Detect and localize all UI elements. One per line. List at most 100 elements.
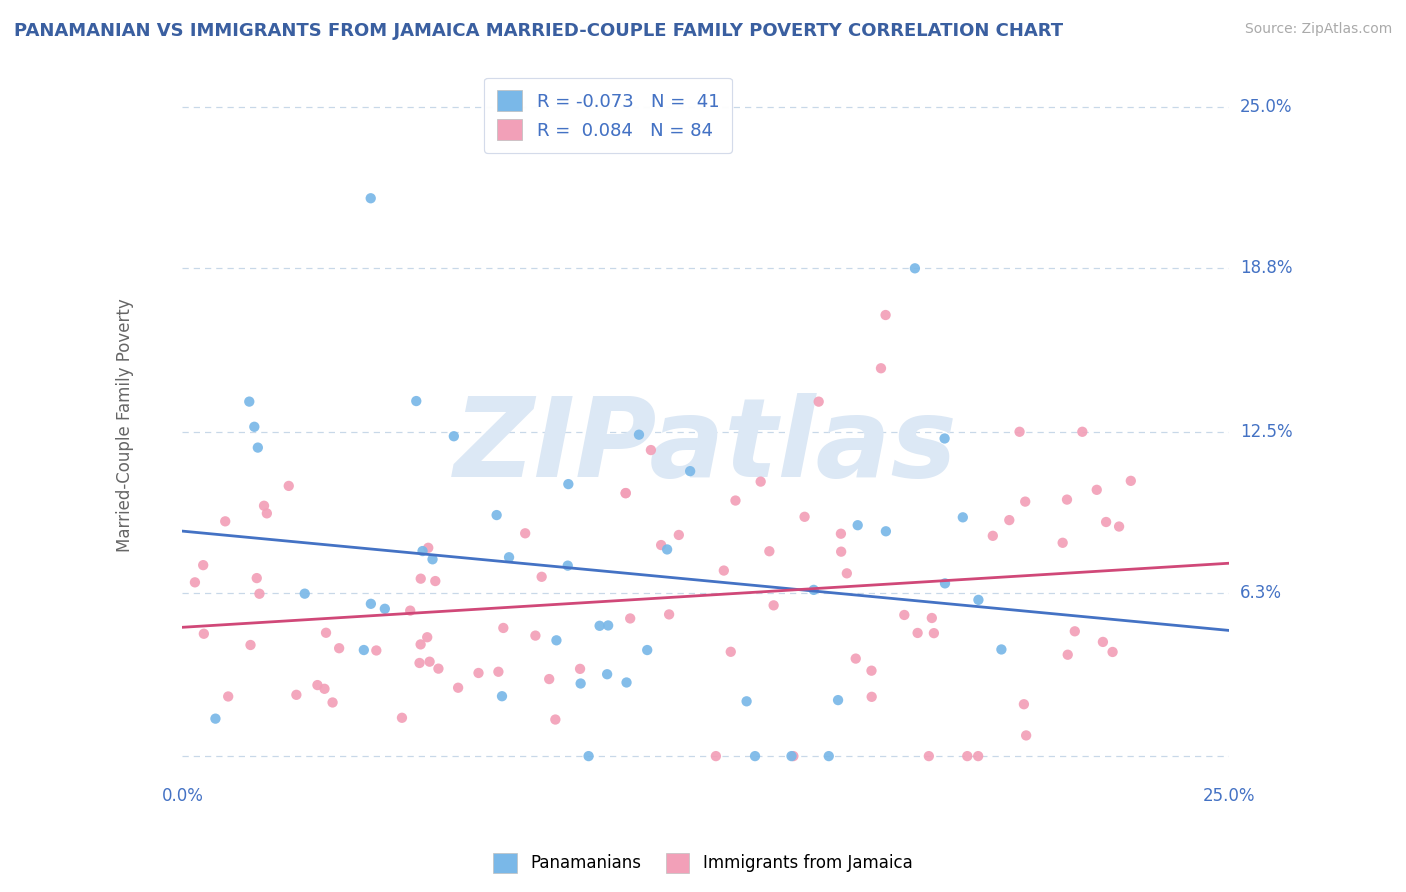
Point [704,749,727,764]
Point [918,749,941,764]
Point [893,607,915,622]
Point [724,493,747,508]
Text: 6.3%: 6.3% [1240,583,1282,601]
Point [713,564,735,578]
Point [1008,425,1031,439]
Point [934,576,956,591]
Point [922,626,945,640]
Point [782,749,804,764]
Point [1015,728,1038,742]
Point [616,675,638,690]
Point [845,651,868,665]
Point [1063,624,1085,639]
Point [921,611,943,625]
Text: 25.0%: 25.0% [1202,787,1256,805]
Point [904,261,927,276]
Point [619,611,641,625]
Point [627,427,650,442]
Point [835,566,858,581]
Point [1119,474,1142,488]
Point [249,587,271,601]
Point [744,749,766,764]
Point [315,625,337,640]
Point [246,441,269,455]
Point [524,629,547,643]
Point [427,662,450,676]
Point [544,713,567,727]
Point [360,597,382,611]
Point [294,587,316,601]
Point [650,538,672,552]
Point [907,626,929,640]
Point [793,509,815,524]
Point [952,510,974,524]
Point [425,574,447,588]
Point [1095,515,1118,529]
Point [217,690,239,704]
Point [598,618,620,632]
Point [860,690,883,704]
Point [184,575,207,590]
Point [596,667,619,681]
Point [1012,698,1035,712]
Point [530,570,553,584]
Point [443,429,465,443]
Point [875,524,897,539]
Point [967,749,990,764]
Point [419,655,441,669]
Point [243,419,266,434]
Point [956,749,979,764]
Point [934,432,956,446]
Text: PANAMANIAN VS IMMIGRANTS FROM JAMAICA MARRIED-COUPLE FAMILY POVERTY CORRELATION : PANAMANIAN VS IMMIGRANTS FROM JAMAICA MA… [14,22,1063,40]
Text: Married-Couple Family Poverty: Married-Couple Family Poverty [115,299,134,552]
Point [214,514,236,528]
Point [990,642,1012,657]
Point [307,678,329,692]
Point [846,518,869,533]
Point [658,607,681,622]
Point [491,690,513,704]
Point [1052,536,1074,550]
Point [447,681,470,695]
Text: 18.8%: 18.8% [1240,260,1292,277]
Point [328,641,350,656]
Point [557,558,579,573]
Point [538,672,561,686]
Point [1056,648,1078,662]
Point [314,681,336,696]
Point [322,696,344,710]
Point [640,443,662,458]
Point [1056,492,1078,507]
Point [239,638,262,652]
Text: ZIPatlas: ZIPatlas [454,393,957,500]
Point [827,693,849,707]
Point [1071,425,1094,439]
Point [418,541,440,555]
Text: 25.0%: 25.0% [1240,98,1292,117]
Point [238,394,260,409]
Text: 0.0%: 0.0% [162,787,204,805]
Point [405,394,427,409]
Point [758,544,780,558]
Point [720,645,742,659]
Point [408,656,430,670]
Point [569,676,592,690]
Text: 12.5%: 12.5% [1240,423,1292,441]
Point [193,558,215,573]
Point [749,475,772,489]
Point [416,630,439,644]
Point [668,528,690,542]
Point [807,394,830,409]
Text: Source: ZipAtlas.com: Source: ZipAtlas.com [1244,22,1392,37]
Point [679,464,702,478]
Point [253,499,276,513]
Point [1014,494,1036,508]
Point [614,486,637,500]
Point [614,486,637,500]
Point [870,361,893,376]
Point [803,582,825,597]
Point [498,550,520,565]
Point [391,711,413,725]
Point [578,749,600,764]
Point [967,593,990,607]
